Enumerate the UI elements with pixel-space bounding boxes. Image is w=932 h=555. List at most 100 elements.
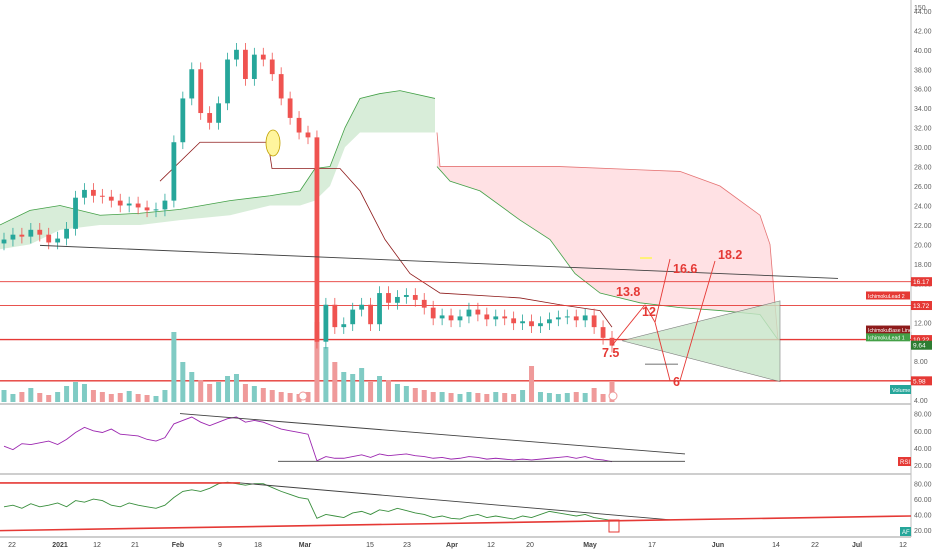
price-tick-label: 44.00 [914, 9, 932, 16]
volume-bar [537, 392, 543, 402]
volume-bar [385, 380, 391, 402]
rsi-line [3, 416, 613, 463]
candle-body [395, 296, 400, 303]
volume-bar [81, 384, 87, 402]
legend-tag-label: IchimokuBase Line [868, 328, 912, 334]
x-tick-label: 9 [218, 542, 222, 549]
candle-body [368, 304, 373, 325]
candle-body [153, 209, 159, 211]
candle-body [260, 54, 266, 60]
trend-line [39, 244, 839, 279]
volume-bar [394, 384, 400, 402]
candle-body [591, 315, 597, 328]
candle-body [600, 327, 606, 338]
volume-bar [600, 394, 606, 402]
volume-bar [403, 386, 409, 402]
price-label-value: 5.98 [913, 378, 926, 385]
af-tick-label: 60.00 [914, 497, 932, 504]
volume-bar [529, 366, 535, 402]
volume-bar [359, 368, 365, 402]
volume-bar [251, 386, 257, 402]
volume-bar [171, 332, 177, 402]
volume-bar [99, 392, 105, 402]
candle-body [386, 293, 391, 303]
price-tick-label: 28.00 [914, 165, 932, 172]
candle-body [421, 299, 427, 308]
volume-bar [520, 390, 526, 402]
candle-body [278, 74, 284, 99]
price-tick-label: 12.00 [914, 320, 932, 327]
x-tick-label: 20 [526, 542, 534, 549]
candle-body [162, 200, 168, 210]
legend-tag [866, 333, 910, 342]
rsi-trend-line [179, 413, 686, 455]
volume-bar [484, 394, 490, 402]
volume-bar [198, 380, 204, 402]
candle-body [269, 59, 275, 75]
x-tick-label: 12 [487, 542, 495, 549]
legend-tag [866, 291, 910, 300]
x-tick-label: 22 [811, 542, 819, 549]
volume-bar [46, 395, 52, 402]
rsi-tick-label: 60.00 [914, 429, 932, 436]
candle-body [555, 317, 561, 320]
volume-bar [555, 394, 561, 402]
volume-bar [37, 393, 43, 402]
volume-bar [341, 372, 347, 402]
candle-body [287, 98, 293, 118]
volume-bar [457, 394, 463, 402]
candle-body [466, 309, 472, 317]
volume-bar [189, 372, 195, 402]
candle-body [82, 189, 87, 198]
candle-body [117, 200, 123, 206]
x-tick-label: Jun [712, 542, 724, 549]
x-tick-label: 14 [772, 542, 780, 549]
candle-body [457, 316, 463, 321]
af-support-line [0, 515, 912, 532]
price-label-badge [911, 376, 932, 386]
candle-body [108, 196, 114, 201]
price-tick-label: 4.00 [914, 398, 928, 405]
price-tick-label: 20.00 [914, 242, 932, 249]
price-tick-label: 22.00 [914, 223, 932, 230]
price-annotation: 13.8 [616, 285, 640, 299]
price-annotation: 12 [642, 305, 656, 319]
candle-body [314, 137, 320, 342]
volume-bar [475, 393, 481, 402]
af-tick-label: 40.00 [914, 512, 932, 519]
candle-body [341, 324, 347, 328]
rsi-tick-label: 40.00 [914, 446, 932, 453]
projection-arrow [679, 260, 716, 381]
candle-body [573, 316, 579, 321]
volume-bar [278, 392, 284, 402]
af-trend-line [239, 482, 671, 521]
price-tick-label: 30.00 [914, 145, 932, 152]
candle-body [207, 113, 213, 123]
volume-bar [162, 390, 168, 402]
x-tick-label: Mar [299, 542, 312, 549]
x-tick-label: Jul [852, 542, 862, 549]
volume-bar [10, 394, 16, 402]
candle-body [19, 234, 25, 237]
af-label: AF [902, 530, 910, 536]
price-label-value: 13.72 [913, 303, 930, 310]
x-tick-label: 23 [403, 542, 411, 549]
ichimoku-lead1-line [436, 166, 779, 341]
x-tick-label: May [583, 542, 597, 549]
volume-bar [502, 393, 508, 402]
price-label-value: 16.17 [913, 279, 930, 286]
x-tick-label: 12 [93, 542, 101, 549]
volume-bar [305, 392, 311, 402]
volume-bar [1, 390, 7, 402]
price-label-badge [911, 335, 932, 345]
candle-body [412, 295, 418, 300]
volume-bar [439, 392, 445, 402]
ichimoku-lead2-line [436, 132, 779, 340]
price-tick-label: 18.00 [914, 262, 932, 269]
candle-body [520, 321, 525, 324]
volume-bar [269, 390, 275, 402]
volume-bar [493, 392, 499, 402]
volume-bar [314, 322, 320, 402]
af-line [3, 481, 613, 522]
